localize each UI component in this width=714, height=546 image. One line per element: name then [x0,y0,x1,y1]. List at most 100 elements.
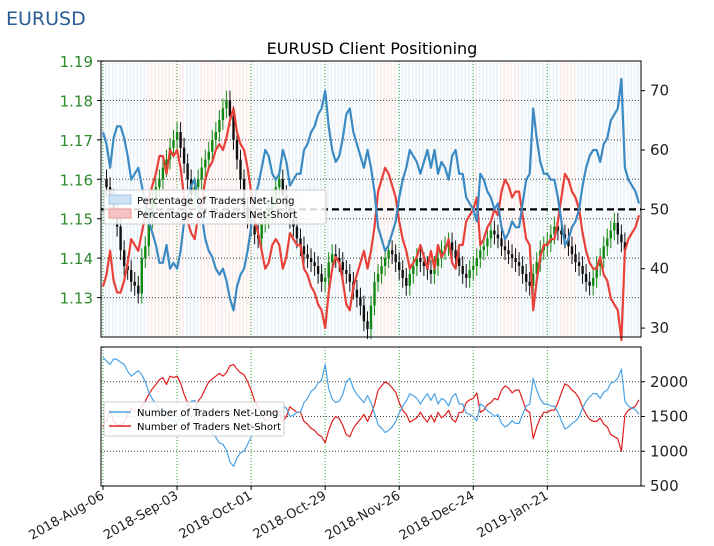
background-stripe [563,61,566,337]
price-candle [355,289,359,298]
price-candle [105,179,108,188]
background-stripe [390,61,393,337]
price-candle [313,262,316,266]
background-stripe [351,61,354,337]
price-candle [584,273,588,282]
background-stripe [404,61,407,337]
series-line-net-long-count [102,356,640,468]
background-stripe [535,61,537,337]
price-candle [408,273,411,286]
price-candle [394,254,397,263]
y-right-tick-label: 50 [650,200,669,218]
background-stripe [489,61,491,337]
price-candle [613,222,616,231]
x-tick-label: 2018-Nov-26 [323,488,403,543]
price-candle [278,179,281,188]
background-stripe [506,61,509,337]
background-stripe [408,61,410,337]
legend-swatch [108,208,132,219]
background-stripe [478,61,481,337]
y-left-tick-label: 1.19 [60,53,93,71]
background-stripe [411,61,414,337]
price-candle [320,273,323,282]
background-stripe [492,61,495,337]
background-stripe [542,61,544,337]
price-candle [338,258,341,262]
background-stripe [362,61,365,337]
price-candle [214,132,217,140]
background-stripe [453,61,456,337]
background-stripe [415,61,417,337]
price-candle [574,254,577,263]
price-candle [200,167,203,180]
price-candle [623,242,627,251]
price-candle [172,139,175,148]
y-right-tick-label: 70 [650,82,669,100]
price-candle [144,246,147,259]
price-candle [369,305,373,330]
x-tick-label: 2018-Oct-01 [177,488,255,542]
price-candle [295,226,299,239]
series-line-net-short-pct [101,107,641,342]
price-candle [253,226,256,235]
background-stripe [372,61,375,337]
price-candle [161,167,165,180]
price-candle [398,262,401,270]
background-stripe [591,61,594,337]
background-stripe [337,61,340,337]
price-candle [482,246,485,251]
background-stripe [503,61,506,337]
background-stripe [383,61,386,337]
price-candle [563,234,567,239]
background-stripe [485,61,488,337]
x-tick-label: 2018-Dec-24 [397,488,477,543]
background-stripe [341,61,343,337]
price-candle [341,262,344,270]
background-stripe [570,61,573,337]
price-candle [165,159,168,168]
background-stripe [531,61,534,337]
y-right-tick-label: 30 [650,319,669,337]
price-candle [299,238,302,247]
background-stripe [482,61,484,337]
price-candle [123,250,126,267]
price-candle [309,258,313,262]
price-candle [401,270,404,278]
price-candle [186,163,189,180]
background-stripe [401,61,403,337]
background-stripe [520,61,523,337]
background-stripe [545,61,548,337]
background-stripe [457,61,460,337]
price-candle [532,273,535,286]
background-stripe [552,61,555,337]
price-candle [119,226,122,251]
price-candle [211,139,214,152]
y-bottom-tick-label: 2000 [650,373,688,391]
background-stripe [609,61,611,337]
background-stripe [626,61,629,337]
price-candle [493,230,496,235]
background-stripe [619,61,622,337]
price-candle [525,273,528,282]
y-bottom-tick-label: 1000 [650,442,688,460]
price-candle [345,270,348,274]
price-candle [528,281,531,286]
series-line-net-long-pct [101,77,641,312]
top-legend: Percentage of Traders Net-Long Percentage… [103,189,327,225]
price-candle [553,226,556,235]
background-stripe [422,61,424,337]
price-candle [461,266,464,274]
price-candle [560,230,563,235]
background-stripe [450,61,453,337]
price-candle [327,262,330,278]
background-stripe [587,61,590,337]
price-candle [147,218,150,247]
price-candle [535,262,538,274]
price-candle [620,234,623,243]
background-stripe [510,61,513,337]
price-candle [577,262,581,266]
background-stripe [379,61,382,337]
price-candle [475,258,478,266]
price-candle [387,250,390,259]
